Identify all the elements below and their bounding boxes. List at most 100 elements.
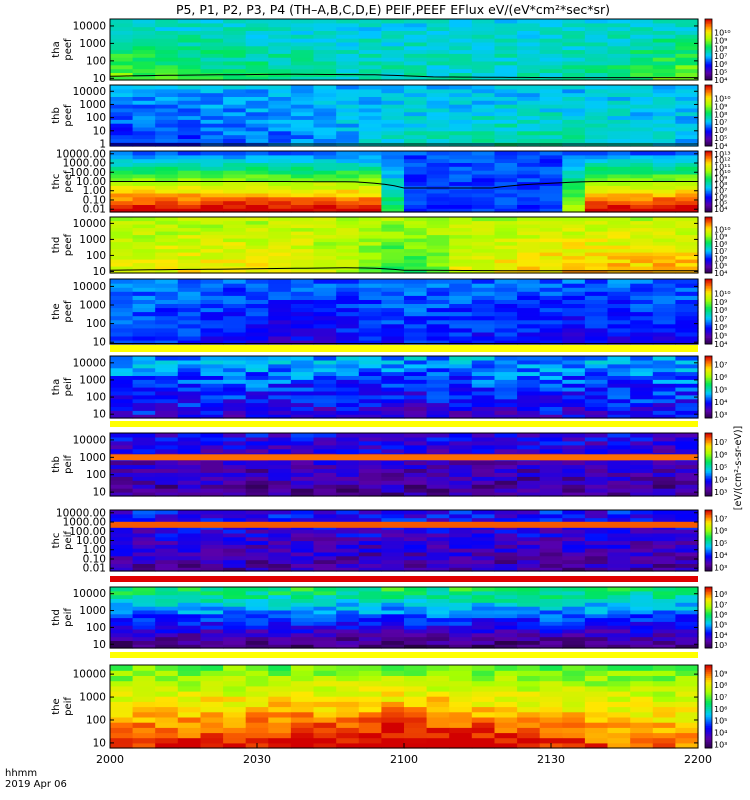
heatmap-cell [449,181,473,186]
heatmap-cell [155,544,179,549]
heatmap-cell [517,567,541,572]
heatmap-cell [223,181,247,186]
heatmap-cell [336,480,360,485]
heatmap-cell [336,231,360,236]
heatmap-cell [381,151,405,156]
heatmap-cell [539,602,563,607]
heatmap-cell [358,696,382,702]
heatmap-cell [652,241,676,246]
heatmap-cell [675,241,699,246]
heatmap-cell [177,19,201,24]
heatmap-cell [155,248,179,253]
heatmap-cell [630,555,654,561]
heatmap-cell [426,151,450,156]
heatmap-cell [200,196,224,202]
heatmap-cell [404,19,428,24]
heatmap-cell [494,359,518,365]
heatmap-cell [132,359,156,365]
heatmap-cell [381,30,405,35]
heatmap-cell [404,88,428,94]
heatmap-cell [517,722,541,728]
heatmap-cell [223,245,247,250]
heatmap-cell [584,716,609,723]
heatmap-cell [313,49,337,54]
heatmap-cell [607,196,631,202]
heatmap-cell [177,436,201,442]
heatmap-cell [584,170,609,175]
heatmap-cell [539,204,563,209]
heatmap-cell [584,192,609,198]
heatmap-cell [336,737,360,744]
heatmap-cell [245,303,269,309]
heatmap-cell [449,311,473,317]
y-tick-label: 10 [93,125,106,137]
heatmap-cell [652,231,676,236]
heatmap-cell [471,53,495,58]
heatmap-cell [471,283,495,288]
heatmap-cell [584,722,609,728]
heatmap-cell [177,480,201,485]
colorbar-step [705,243,712,246]
heatmap-cell [517,675,541,682]
colorbar-step [705,594,712,597]
heatmap-cell [132,339,156,345]
y-tick-label: 0.10 [83,554,106,566]
heatmap-cell [607,266,631,271]
heatmap-cell [268,335,292,341]
heatmap-cell [471,356,495,361]
heatmap-cell [245,383,269,388]
heatmap-cell [110,100,134,105]
heatmap-cell [290,617,315,622]
heatmap-cell [562,41,586,47]
heatmap-cell [110,436,134,442]
heatmap-cell [471,551,495,557]
heatmap-cell [449,130,473,136]
heatmap-cell [449,38,473,43]
heatmap-cell [290,85,315,90]
heatmap-cell [404,234,428,239]
heatmap-cell [245,406,269,411]
heatmap-cell [675,587,699,592]
colorbar-step [705,19,712,21]
heatmap-cell [132,665,156,671]
heatmap-cell [494,536,518,542]
heatmap-cell [268,606,292,611]
heatmap-cell [290,567,315,572]
colorbar-tick-label: 10⁸ [714,181,727,190]
colorbar-step [705,696,712,699]
colorbar-step [705,54,712,57]
heatmap-cell [110,544,134,549]
heatmap-cell [177,295,201,300]
heatmap-cell [155,45,179,51]
heatmap-cell [607,548,631,553]
heatmap-cell [313,609,337,615]
heatmap-cell [652,367,676,373]
heatmap-cell [404,742,428,749]
heatmap-cell [630,262,654,267]
heatmap-cell [584,259,609,264]
heatmap-cell [223,436,247,442]
heatmap-cell [290,319,315,325]
colorbar-step [705,391,712,394]
heatmap-cell [268,134,292,139]
heatmap-cell [517,706,541,713]
heatmap-cell [223,737,247,744]
colorbar-step [705,324,712,327]
colorbar-step [705,646,712,649]
heatmap-cell [517,41,541,47]
heatmap-cell [245,690,269,697]
y-tick-label: 1.00 [83,544,106,556]
heatmap-cell [245,665,269,671]
colorbar-step [705,287,712,290]
heatmap-cell [268,532,292,538]
heatmap-cell [268,45,292,51]
heatmap-cell [494,606,518,611]
heatmap-cell [675,189,699,194]
heatmap-cell [290,602,315,607]
heatmap-cell [652,670,676,676]
heatmap-cell [223,238,247,243]
heatmap-cell [471,711,495,718]
heatmap-cell [200,123,224,128]
heatmap-cell [200,57,224,62]
heatmap-cell [132,92,156,97]
